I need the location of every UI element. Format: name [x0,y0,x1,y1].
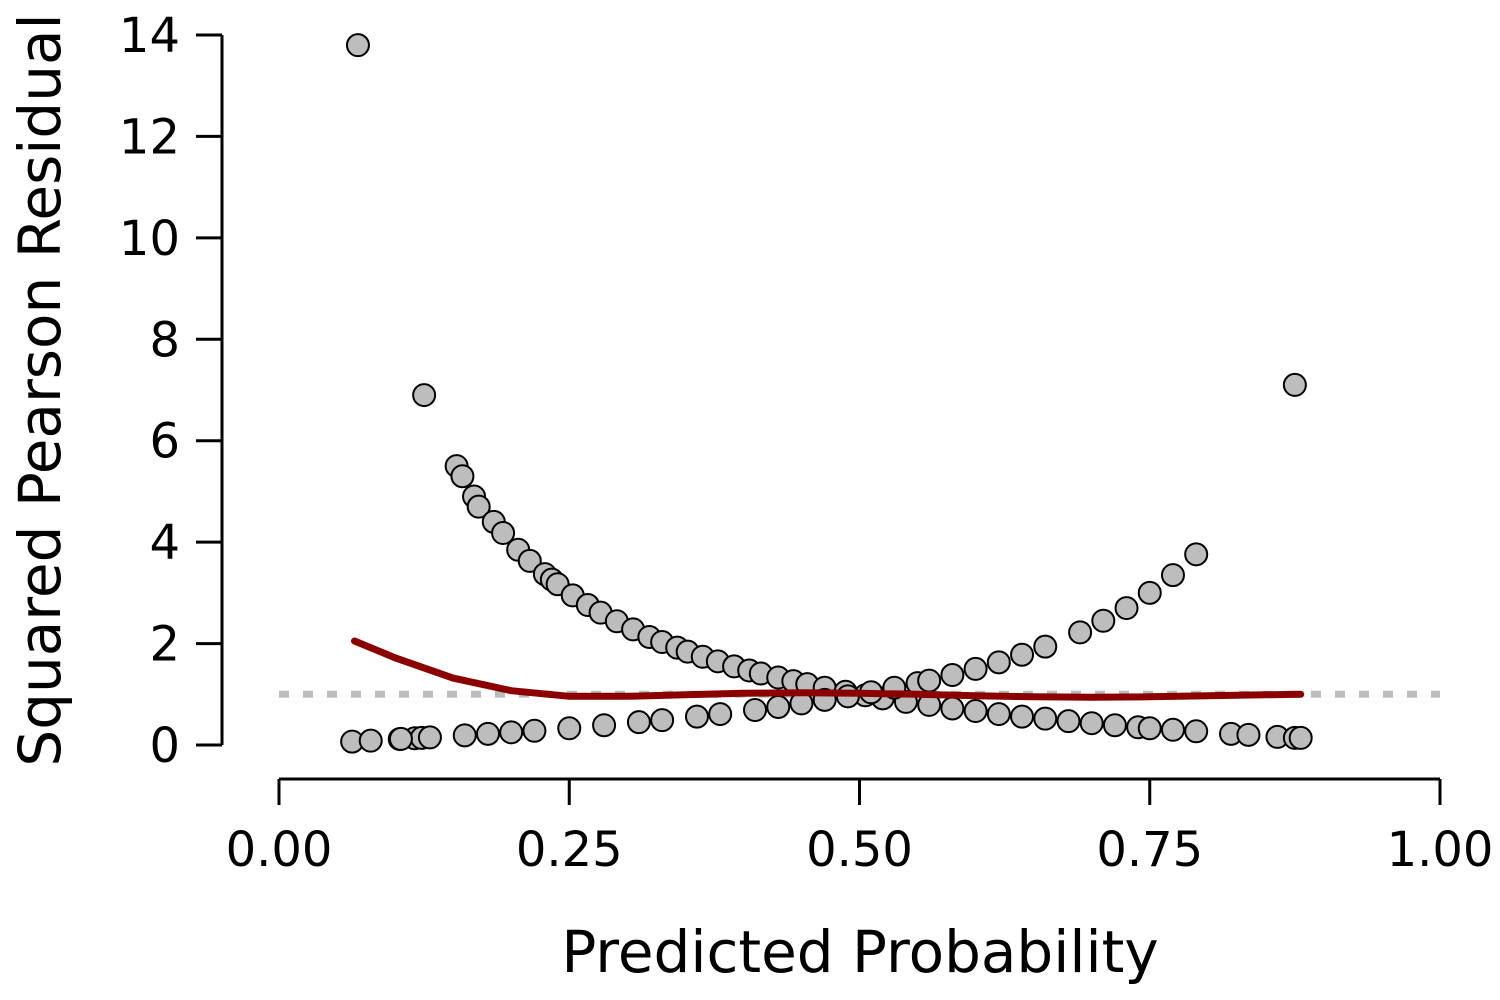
data-point [1056,709,1081,734]
data-point [522,718,547,743]
x-tick-label: 0.00 [226,822,333,878]
data-point [1102,713,1127,738]
data-point [452,723,477,748]
x-tick-label: 0.75 [1096,822,1203,878]
data-point [1282,372,1307,397]
data-point [1288,725,1313,750]
data-point [1236,722,1261,747]
data-point [345,33,370,58]
data-point [708,702,733,727]
data-point [499,720,524,745]
y-tick-label: 8 [149,312,180,368]
data-point [1137,580,1162,605]
data-point [517,548,542,573]
data-point [684,704,709,729]
data-point [412,383,437,408]
y-axis: 0 2 4 6 8 10 12 14 [119,8,224,774]
data-point [766,694,791,719]
data-point [1010,704,1035,729]
data-point [650,708,675,733]
data-point [1137,716,1162,741]
data-point [1079,711,1104,736]
data-point [986,650,1011,675]
data-point [557,716,582,741]
data-point [1160,563,1185,588]
x-axis-title: Predicted Probability [561,918,1158,986]
data-point [358,728,383,753]
data-point [388,726,413,751]
data-point [1033,706,1058,731]
data-point [963,699,988,724]
data-point [1033,634,1058,659]
data-point [940,663,965,688]
data-point [1184,719,1209,744]
data-point [743,698,768,723]
data-point [626,710,651,735]
data-point [1010,642,1035,667]
data-point [466,494,491,519]
data-point [1114,596,1139,621]
data-point [592,713,617,738]
x-tick-label: 1.00 [1387,822,1494,878]
y-axis-title: Squared Pearson Residual [6,13,74,766]
y-tick-label: 14 [119,8,180,64]
x-tick-label: 0.50 [806,822,913,878]
data-point [1091,608,1116,633]
data-point [1184,542,1209,567]
data-point [986,702,1011,727]
y-tick-label: 4 [149,515,180,571]
x-axis: 0.00 0.25 0.50 0.75 1.00 [226,777,1494,878]
data-point [1160,717,1185,742]
y-tick-label: 2 [149,617,180,673]
data-point [1068,620,1093,645]
data-point [450,464,475,489]
x-tick-label: 0.25 [516,822,623,878]
data-point [917,668,942,693]
y-tick-label: 6 [149,414,180,470]
data-point [417,725,442,750]
data-point [491,521,516,546]
y-tick-label: 0 [149,718,180,774]
data-point [475,721,500,746]
data-point [940,696,965,721]
y-tick-label: 10 [119,211,180,267]
y-tick-label: 12 [119,109,180,165]
data-point [963,656,988,681]
scatter-points [340,33,1313,754]
smooth-trend-line [351,637,1305,701]
